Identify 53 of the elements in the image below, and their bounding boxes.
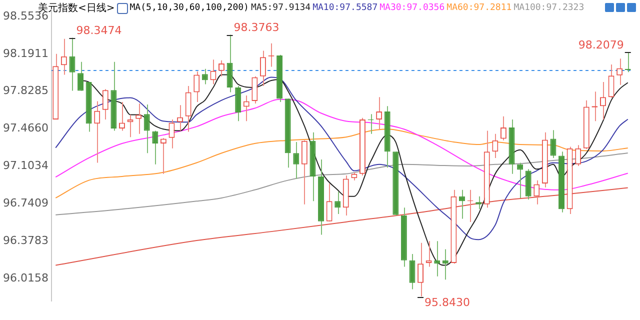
candlestick (550, 130, 556, 158)
candlestick (102, 88, 108, 120)
text: MA5:97.9134 (250, 3, 311, 13)
candlestick (492, 133, 498, 158)
candlestick (600, 82, 606, 120)
text: MA30:97.0356 (380, 3, 445, 13)
candlestick (152, 130, 158, 165)
candlestick (185, 85, 192, 132)
candlestick (616, 58, 623, 86)
annotation: 98.3763 (234, 21, 280, 34)
candlestick (78, 61, 84, 92)
annotation: 98.2079 (578, 38, 624, 52)
candlestick (260, 50, 266, 86)
y-tick-label: 96.3783 (2, 234, 48, 248)
candlestick (301, 140, 308, 205)
candlestick (194, 70, 200, 102)
candlestick (293, 141, 300, 180)
candlestick (517, 162, 524, 198)
y-tick-label: 97.8285 (2, 84, 48, 98)
annotation: 95.8430 (424, 296, 470, 309)
candlestick (210, 59, 216, 85)
candlestick (500, 116, 506, 141)
candlestick (235, 85, 242, 122)
candlestick (476, 196, 482, 210)
line-series (55, 76, 628, 240)
annotation: 98.3474 (76, 24, 122, 38)
candlestick (69, 37, 76, 92)
candlestick (118, 101, 125, 132)
legend-title: MA(5,10,30,60,100,200) (130, 3, 249, 13)
text: MA60:97.2811 (446, 3, 512, 13)
candlestick (409, 253, 416, 290)
y-tick-label: 96.0158 (2, 272, 48, 285)
candlestick (252, 76, 258, 104)
y-tick-label: 97.1034 (2, 159, 48, 172)
candlestick (94, 100, 100, 164)
y-tick-label: 97.4660 (2, 122, 48, 135)
candlestick (136, 103, 142, 134)
candlestick (60, 38, 67, 76)
candlestick (144, 104, 150, 154)
candlestick (326, 183, 332, 222)
line-series (55, 128, 628, 198)
candlestick (525, 168, 532, 200)
line-series (55, 152, 628, 216)
y-tick-label: 96.7409 (2, 196, 48, 210)
candlestick (575, 144, 582, 166)
text: MA10:97.5587 (312, 3, 378, 13)
candlestick (608, 64, 614, 98)
candlestick (334, 191, 341, 214)
text: MA100:97.2323 (514, 3, 584, 13)
candlestick (418, 242, 424, 298)
candlestick (202, 68, 208, 85)
candlestick (160, 138, 166, 174)
y-tick-label: 98.1911 (2, 46, 48, 60)
